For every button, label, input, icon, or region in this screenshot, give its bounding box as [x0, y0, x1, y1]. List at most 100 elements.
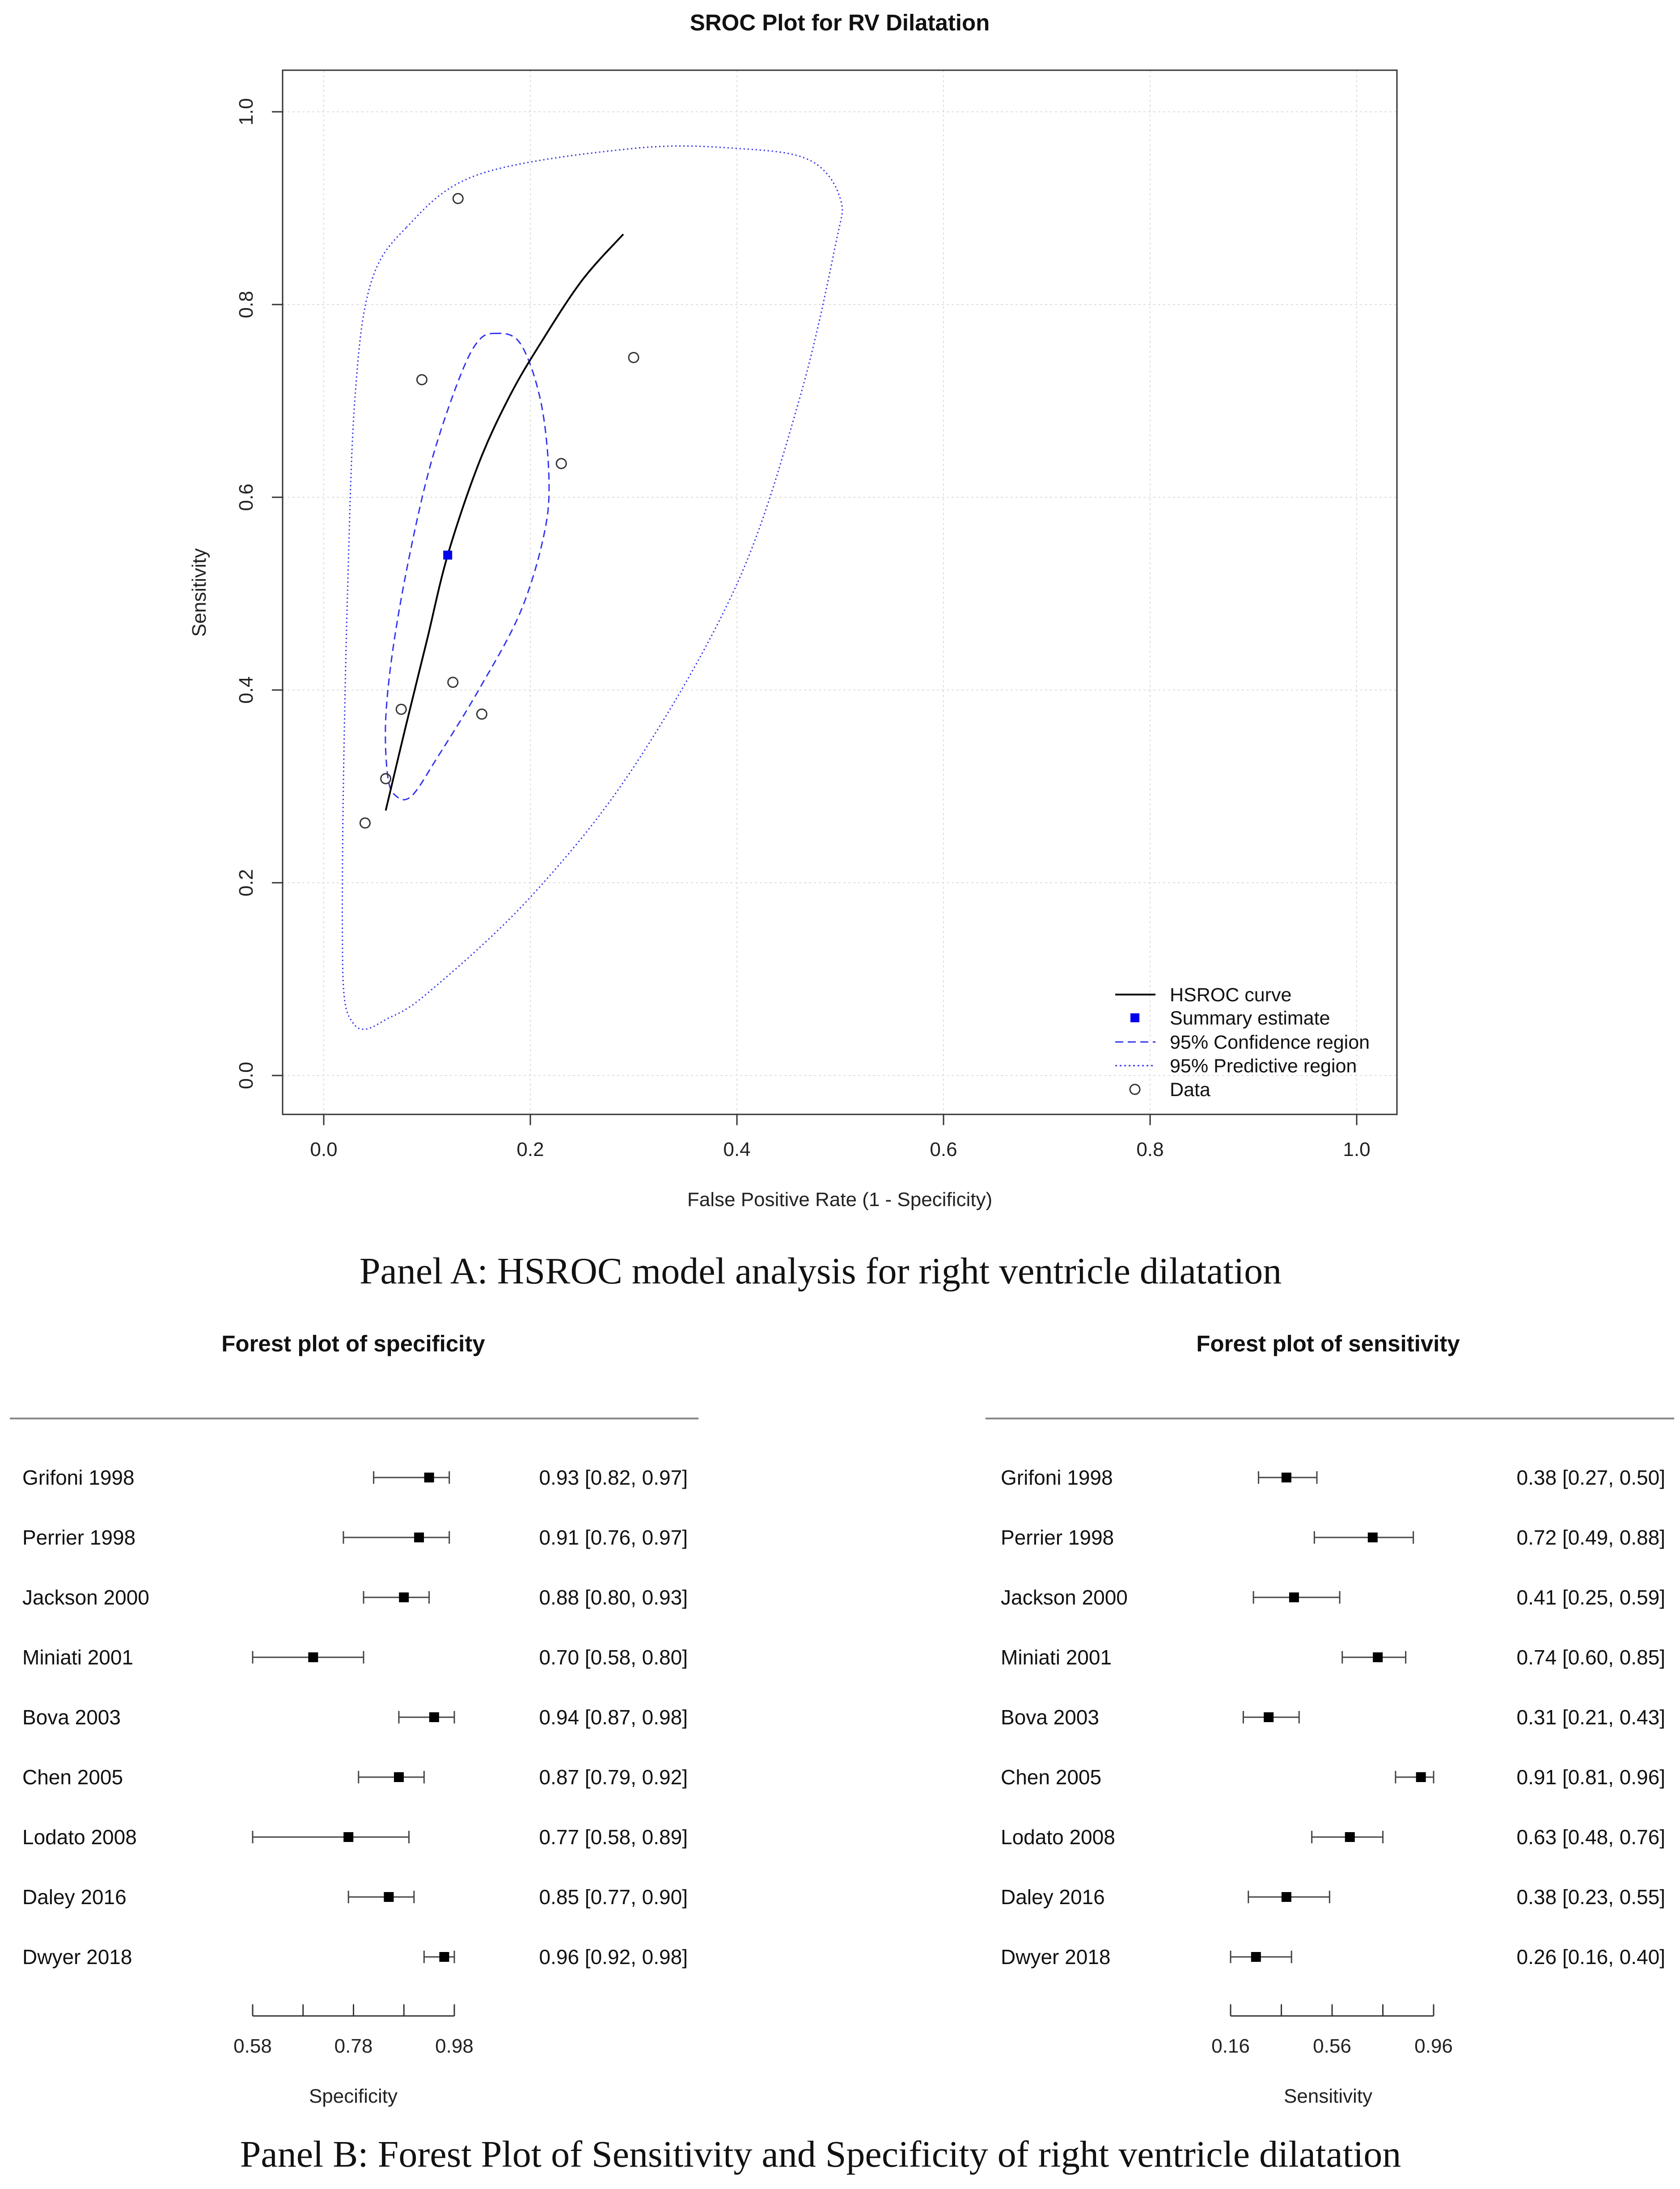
sroc-plot-frame: [282, 69, 1398, 1115]
forest-point-estimate: [394, 1772, 404, 1782]
forest-axis-tick-label: 0.78: [334, 2035, 373, 2057]
forest-row: Jackson 2000 0.88 [0.80, 0.93]: [22, 1586, 688, 1609]
legend-swatch-summary: [1130, 1013, 1139, 1022]
sroc-regions: [341, 145, 843, 1030]
forest-point-estimate: [1345, 1832, 1355, 1842]
forest-specificity-x-label: Specificity: [309, 2085, 398, 2107]
forest-ci-label: 0.70 [0.58, 0.80]: [539, 1646, 688, 1669]
forest-study-label: Dwyer 2018: [22, 1945, 132, 1969]
forest-study-label: Miniati 2001: [1001, 1646, 1112, 1669]
forest-point-estimate: [414, 1533, 424, 1542]
forest-point-estimate: [1367, 1533, 1378, 1542]
forest-row: Dwyer 2018 0.96 [0.92, 0.98]: [22, 1945, 688, 1969]
panel-b-caption: Panel B: Forest Plot of Sensitivity and …: [240, 2134, 1401, 2175]
forest-point-estimate: [384, 1892, 394, 1902]
forest-ci-label: 0.91 [0.76, 0.97]: [539, 1526, 688, 1549]
forest-sensitivity-axis: 0.16 0.56 0.96: [1211, 2004, 1453, 2057]
forest-specificity-axis: 0.58 0.78 0.98: [233, 2004, 474, 2057]
sroc-y-tick-label: 0.0: [235, 1062, 257, 1089]
forest-point-estimate: [1281, 1892, 1291, 1902]
sroc-predictive-region: [341, 145, 843, 1030]
forest-study-label: Dwyer 2018: [1001, 1945, 1110, 1969]
sroc-data-point: [628, 352, 639, 364]
forest-point-estimate: [1289, 1592, 1299, 1602]
sroc-y-tick-label: 0.2: [235, 869, 257, 896]
forest-row: Chen 2005 0.87 [0.79, 0.92]: [22, 1766, 688, 1789]
legend-label-summary: Summary estimate: [1170, 1008, 1330, 1029]
forest-row: Bova 2003 0.94 [0.87, 0.98]: [22, 1706, 688, 1729]
forest-ci-label: 0.88 [0.80, 0.93]: [539, 1586, 688, 1609]
forest-axis-tick-label: 0.98: [435, 2035, 474, 2057]
forest-study-label: Daley 2016: [22, 1885, 127, 1909]
sroc-x-tick-label: 0.2: [516, 1139, 544, 1160]
forest-axis-tick-label: 0.58: [233, 2035, 272, 2057]
forest-row: Lodato 2008 0.63 [0.48, 0.76]: [1001, 1825, 1665, 1849]
forest-row: Miniati 2001 0.74 [0.60, 0.85]: [1001, 1646, 1665, 1669]
forest-specificity-title: Forest plot of specificity: [221, 1331, 485, 1356]
forest-point-estimate: [308, 1652, 318, 1662]
sroc-confidence-region: [385, 332, 550, 800]
sroc-data-point: [416, 374, 427, 385]
forest-point-estimate: [429, 1712, 439, 1722]
forest-axis-tick-label: 0.96: [1414, 2035, 1453, 2057]
forest-row: Lodato 2008 0.77 [0.58, 0.89]: [22, 1825, 688, 1849]
forest-row: Jackson 2000 0.41 [0.25, 0.59]: [1001, 1586, 1665, 1609]
sroc-plot: SROC Plot for RV Dilatation 0.0 0.2 0.4 0.6…: [188, 10, 1398, 1211]
legend-label-predictive: 95% Predictive region: [1170, 1055, 1357, 1077]
forest-ci-label: 0.96 [0.92, 0.98]: [539, 1945, 688, 1969]
forest-point-estimate: [439, 1952, 449, 1962]
sroc-title: SROC Plot for RV Dilatation: [690, 10, 990, 35]
forest-study-label: Lodato 2008: [1001, 1825, 1115, 1849]
sroc-hsroc-curve: [385, 233, 624, 811]
forest-row: Daley 2016 0.38 [0.23, 0.55]: [1001, 1885, 1665, 1909]
forest-study-label: Grifoni 1998: [22, 1466, 135, 1489]
sroc-y-axis-label: Sensitivity: [188, 548, 210, 637]
forest-sensitivity-x-label: Sensitivity: [1284, 2085, 1372, 2107]
forest-ci-label: 0.31 [0.21, 0.43]: [1517, 1706, 1666, 1729]
forest-study-label: Miniati 2001: [22, 1646, 133, 1669]
sroc-y-tick-label: 0.6: [235, 483, 257, 511]
sroc-grid: [283, 70, 1397, 1114]
forest-axis-tick-label: 0.56: [1313, 2035, 1351, 2057]
forest-ci-label: 0.85 [0.77, 0.90]: [539, 1885, 688, 1909]
forest-study-label: Grifoni 1998: [1001, 1466, 1113, 1489]
forest-row: Daley 2016 0.85 [0.77, 0.90]: [22, 1885, 688, 1909]
panel-a-caption: Panel A: HSROC model analysis for right …: [360, 1250, 1282, 1292]
forest-ci-label: 0.91 [0.81, 0.96]: [1517, 1766, 1666, 1789]
forest-row: Grifoni 1998 0.93 [0.82, 0.97]: [22, 1466, 688, 1489]
sroc-x-tick-label: 0.4: [723, 1139, 750, 1160]
forest-ci-label: 0.63 [0.48, 0.76]: [1517, 1825, 1666, 1849]
forest-sensitivity-title: Forest plot of sensitivity: [1196, 1331, 1460, 1356]
sroc-x-tick-label: 0.8: [1136, 1139, 1164, 1160]
forest-ci-label: 0.38 [0.27, 0.50]: [1517, 1466, 1666, 1489]
sroc-data-point: [555, 458, 567, 470]
forest-ci-label: 0.72 [0.49, 0.88]: [1517, 1526, 1666, 1549]
forest-study-label: Perrier 1998: [1001, 1526, 1114, 1549]
forest-study-label: Bova 2003: [22, 1706, 121, 1729]
forest-point-estimate: [1373, 1652, 1383, 1662]
sroc-data-point: [476, 708, 487, 720]
forest-ci-label: 0.77 [0.58, 0.89]: [539, 1825, 688, 1849]
forest-study-label: Chen 2005: [1001, 1766, 1101, 1789]
forest-ci-label: 0.38 [0.23, 0.55]: [1517, 1885, 1666, 1909]
forest-plot-sensitivity: Forest plot of sensitivity Grifoni 1998 0…: [986, 1331, 1674, 2107]
sroc-data-point: [380, 773, 392, 784]
forest-point-estimate: [399, 1592, 409, 1602]
forest-point-estimate: [1281, 1473, 1291, 1482]
forest-point-estimate: [1264, 1712, 1274, 1722]
forest-study-label: Perrier 1998: [22, 1526, 135, 1549]
legend-swatch-data: [1129, 1084, 1141, 1095]
sroc-data-point: [452, 193, 464, 204]
forest-ci-label: 0.74 [0.60, 0.85]: [1517, 1646, 1666, 1669]
legend-label-confidence: 95% Confidence region: [1170, 1032, 1370, 1053]
forest-study-label: Jackson 2000: [22, 1586, 149, 1609]
sroc-axes: 0.0 0.2 0.4 0.6 0.8 1.0 0.0 0.2 0.4 0.6 0.8 1.0: [235, 98, 1371, 1160]
forest-specificity-rows: Grifoni 1998 0.93 [0.82, 0.97] Perrier 199…: [22, 1466, 688, 1969]
sroc-data-point: [359, 817, 371, 829]
forest-ci-label: 0.93 [0.82, 0.97]: [539, 1466, 688, 1489]
forest-ci-label: 0.41 [0.25, 0.59]: [1517, 1586, 1666, 1609]
sroc-x-tick-label: 0.0: [310, 1139, 337, 1160]
sroc-legend: HSROC curve Summary estimate 95% Confide…: [1115, 984, 1370, 1101]
forest-row: Perrier 1998 0.91 [0.76, 0.97]: [22, 1526, 688, 1549]
